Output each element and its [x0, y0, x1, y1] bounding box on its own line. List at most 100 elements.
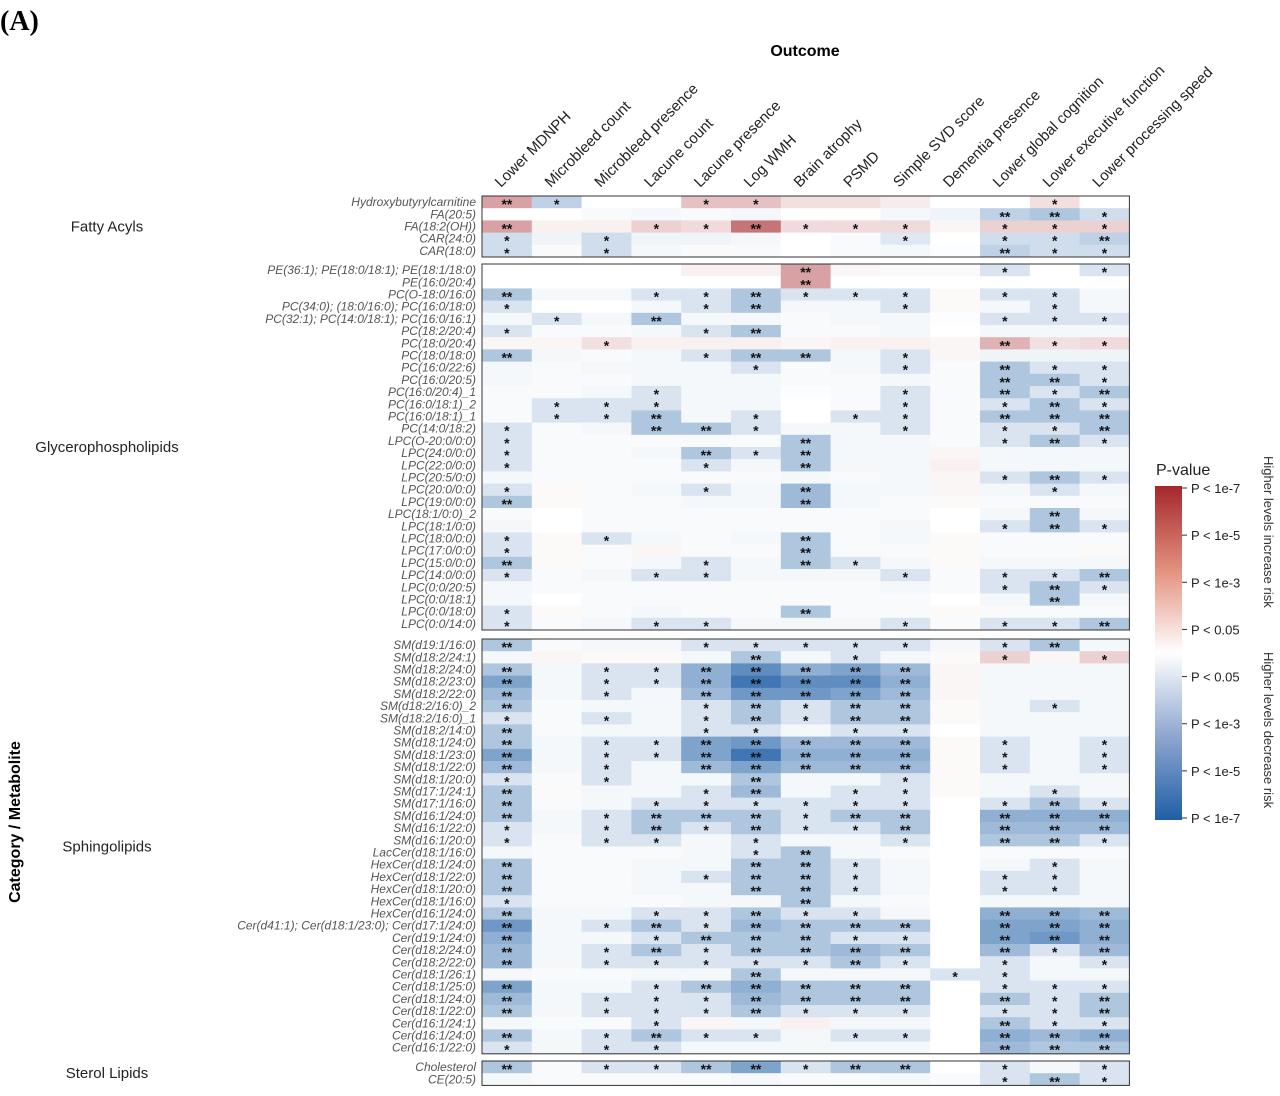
significance-mark: ** — [501, 908, 512, 924]
heatmap-cell — [631, 312, 682, 326]
significance-mark: * — [853, 639, 859, 655]
heatmap-cell — [1079, 773, 1130, 786]
heatmap-cell — [830, 919, 881, 933]
heatmap-cell — [980, 992, 1031, 1006]
heatmap-cell — [880, 300, 931, 314]
significance-mark: ** — [501, 1005, 512, 1021]
row-label: PC(16:0/20:4)_1 — [388, 385, 476, 399]
significance-mark: ** — [501, 798, 512, 814]
heatmap-cell — [930, 232, 981, 246]
heatmap-cell — [581, 459, 632, 472]
heatmap-cell — [1079, 312, 1130, 326]
heatmap-cell — [1079, 675, 1130, 689]
heatmap-cell — [581, 797, 632, 811]
heatmap-cell — [1079, 858, 1130, 872]
legend-decrease-label: Higher levels decrease risk — [1261, 652, 1276, 809]
heatmap-cell — [880, 398, 931, 411]
heatmap-cell — [681, 556, 732, 570]
heatmap-cell — [531, 1041, 583, 1055]
heatmap-cell — [980, 373, 1031, 387]
row-label: Hydroxybutyrylcarnitine — [351, 195, 476, 209]
row-label: PE(36:1); PE(18:0/18:1); PE(18:1/18:0) — [267, 263, 476, 277]
heatmap-cell — [531, 687, 583, 701]
heatmap-cell — [581, 276, 632, 289]
heatmap-cell — [830, 361, 881, 375]
row-label: HexCer(d18:1/20:0) — [371, 882, 476, 896]
heatmap-cell — [482, 459, 533, 472]
significance-mark: ** — [750, 993, 761, 1009]
row-label: Cer(d18:1/24:0) — [392, 992, 476, 1006]
heatmap-cell — [1029, 797, 1081, 811]
heatmap-cell — [880, 956, 931, 969]
heatmap-cell — [980, 617, 1031, 631]
heatmap-cell — [581, 349, 632, 363]
chart-title: Outcome — [770, 43, 839, 60]
significance-mark: ** — [900, 810, 911, 826]
heatmap-cell — [581, 337, 632, 350]
heatmap-cell — [980, 300, 1031, 314]
row-label: FA(18:2(OH)) — [404, 220, 476, 234]
heatmap-cell — [531, 264, 583, 277]
heatmap-cell — [1079, 337, 1130, 350]
heatmap-cell — [631, 1005, 682, 1018]
significance-mark: ** — [1099, 411, 1110, 427]
heatmap-cell — [830, 556, 881, 570]
heatmap-cell — [830, 410, 881, 424]
significance-mark: ** — [1099, 1042, 1110, 1058]
significance-mark: ** — [999, 993, 1010, 1009]
row-label: PC(16:0/18:1)_2 — [388, 397, 476, 411]
heatmap-cell — [681, 398, 732, 411]
heatmap-cell — [830, 895, 881, 908]
heatmap-cell — [731, 956, 782, 969]
heatmap-cell — [880, 483, 931, 497]
legend-tick-label: P < 0.05 — [1191, 622, 1240, 637]
heatmap-cell — [531, 459, 583, 472]
significance-mark: * — [1052, 981, 1058, 997]
heatmap-cell — [1029, 373, 1081, 387]
heatmap-cell — [631, 276, 682, 289]
heatmap-cell — [681, 907, 732, 921]
heatmap-cell — [980, 508, 1031, 521]
row-label: PC(16:0/22:6) — [401, 361, 476, 375]
row-label: HexCer(d16:1/24:0) — [371, 907, 476, 921]
significance-mark: * — [654, 1042, 660, 1058]
significance-mark: * — [654, 386, 660, 402]
significance-mark: * — [1102, 834, 1108, 850]
heatmap-cell — [681, 569, 732, 582]
heatmap-cell — [880, 968, 931, 982]
heatmap-cell — [1079, 907, 1130, 921]
heatmap-cell — [731, 944, 782, 957]
significance-mark: * — [654, 1017, 660, 1033]
heatmap-cell — [631, 931, 682, 945]
heatmap-cell — [1079, 300, 1130, 314]
heatmap-cell — [930, 1017, 981, 1030]
heatmap-cell — [631, 895, 682, 908]
heatmap-cell — [880, 639, 931, 652]
heatmap-cell — [880, 244, 931, 258]
significance-mark: ** — [651, 313, 662, 329]
significance-mark: ** — [800, 557, 811, 573]
heatmap-cell — [731, 220, 782, 234]
significance-mark: * — [903, 834, 909, 850]
heatmap-cell — [631, 593, 682, 607]
heatmap-cell — [531, 1005, 583, 1018]
heatmap-cell — [1029, 956, 1081, 969]
heatmap-cell — [780, 337, 832, 350]
significance-mark: * — [504, 435, 510, 451]
significance-mark: * — [803, 700, 809, 716]
heatmap-cell — [930, 992, 981, 1006]
row-label: LPC(18:0/0:0) — [401, 532, 476, 546]
heatmap-cell — [531, 1029, 583, 1043]
heatmap-cell — [482, 617, 533, 631]
significance-mark: ** — [900, 688, 911, 704]
color-legend: P-value P < 1e-7 P < 1e-5 P < 1e-3 P < 0.05… — [1155, 456, 1276, 826]
heatmap-cell — [980, 1041, 1031, 1055]
significance-mark: * — [604, 676, 610, 692]
heatmap-cell — [731, 605, 782, 619]
heatmap-cell — [581, 785, 632, 799]
heatmap-cell — [880, 1061, 931, 1074]
significance-mark: * — [604, 533, 610, 549]
heatmap-cell — [1029, 447, 1081, 460]
heatmap-cell — [731, 1041, 782, 1055]
heatmap-cell — [930, 944, 981, 957]
